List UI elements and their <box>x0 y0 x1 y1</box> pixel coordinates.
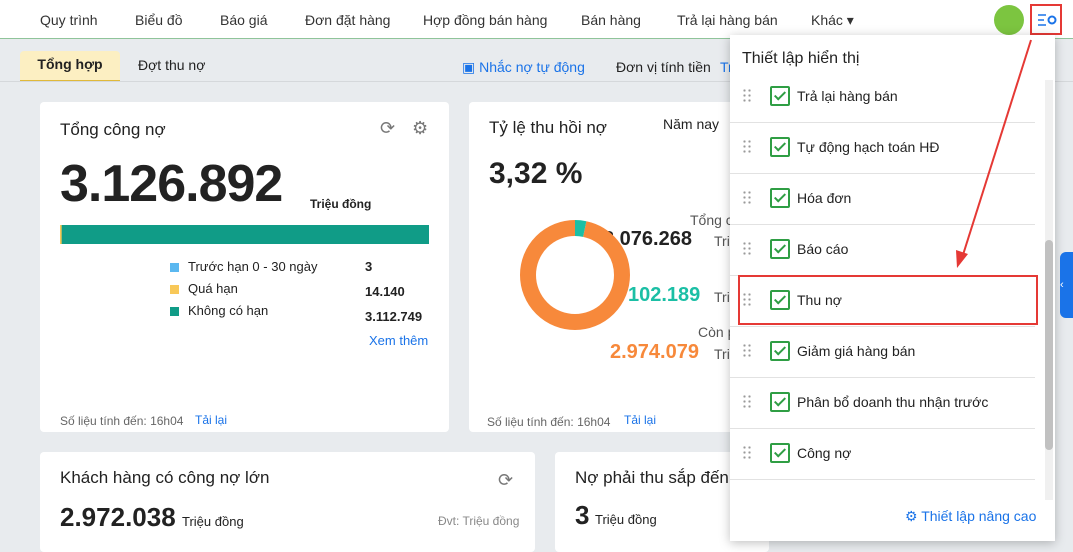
legend-value: 3 <box>365 259 372 274</box>
unit: Tri <box>714 289 730 305</box>
total-value: 3.126.892 <box>60 154 282 214</box>
nav-more[interactable]: Khác ▾ <box>811 12 854 29</box>
settings[interactable]: ⚙ <box>412 118 428 139</box>
unit: Tri <box>714 346 730 362</box>
unit-label: Đơn vị tính tiền <box>616 59 711 75</box>
donut <box>517 217 633 333</box>
debt-bar <box>60 225 429 244</box>
nav-item[interactable]: Quy trình <box>40 12 98 28</box>
setting-row: Tự động hạch toán HĐ <box>730 122 1035 174</box>
legend-swatch <box>170 307 179 316</box>
drag-handle <box>742 139 752 153</box>
drag-handle <box>742 445 752 459</box>
nav-item[interactable]: Hợp đồng bán hàng <box>423 12 547 28</box>
period[interactable]: Năm nay <box>663 116 719 132</box>
setting-label: Tự động hạch toán HĐ <box>797 139 939 155</box>
checkbox[interactable] <box>770 86 790 106</box>
legend-label: Không có hạn <box>188 303 268 318</box>
collected-value: 102.189 <box>628 284 700 307</box>
refresh[interactable]: ⟳ <box>498 470 513 491</box>
legend-value: 3.112.749 <box>365 309 422 324</box>
drag-handle <box>742 394 752 408</box>
setting-label: Hóa đơn <box>797 190 851 206</box>
setting-row: Giảm giá hàng bán <box>730 326 1035 378</box>
advanced-settings[interactable]: ⚙ Thiết lập nâng cao <box>905 508 1036 525</box>
setting-row: Báo cáo <box>730 224 1035 276</box>
setting-label: Giảm giá hàng bán <box>797 343 915 359</box>
see-more[interactable]: Xem thêm <box>369 333 428 348</box>
total-unit: Triệu đồng <box>310 197 371 211</box>
customers-card: Khách hàng có công nợ lớn ⟳ 2.972.038 Tr… <box>40 452 535 552</box>
setting-label: Công nợ <box>797 445 851 461</box>
setting-label: Trả lại hàng bán <box>797 88 898 104</box>
unit: Triệu đồng <box>182 514 244 529</box>
nav-more-label: Khác <box>811 12 843 28</box>
total-value: 2.972.038 <box>60 502 176 533</box>
nav-item[interactable]: Báo giá <box>220 12 267 28</box>
setting-label: Phân bổ doanh thu nhận trước <box>797 394 988 410</box>
checkbox[interactable] <box>770 443 790 463</box>
drag-handle <box>742 241 752 255</box>
reminder-link[interactable]: ▣ Nhắc nợ tự động <box>462 59 585 76</box>
total-card: Tổng công nợ ⟳ ⚙ 3.126.892 Triệu đồng Xe… <box>40 102 449 432</box>
reload[interactable]: Tải lại <box>624 413 656 427</box>
drag-handle <box>742 190 752 204</box>
drag-handle <box>742 343 752 357</box>
settings-button[interactable] <box>1030 4 1062 35</box>
legend-swatch <box>170 263 179 272</box>
unit: Tri <box>714 233 730 249</box>
checkbox[interactable] <box>770 239 790 259</box>
setting-row: Phân bổ doanh thu nhận trước <box>730 377 1035 429</box>
top-nav: Quy trình Biểu đồ Báo giá Đơn đặt hàng Hợp đ… <box>0 0 1073 39</box>
legend-label: Quá hạn <box>188 281 238 296</box>
nav-item[interactable]: Đơn đặt hàng <box>305 12 390 28</box>
side-tab[interactable]: ‹ <box>1060 252 1073 318</box>
settings-icon <box>1032 6 1060 33</box>
rate: 3,32 % <box>489 157 582 191</box>
highlight-box <box>738 275 1038 325</box>
reload[interactable]: Tải lại <box>195 413 227 427</box>
card-title: Tỷ lệ thu hồi nợ <box>489 118 607 138</box>
footer: Số liệu tính đến: 16h04 <box>60 414 183 428</box>
idea-button[interactable] <box>994 5 1024 35</box>
checkbox[interactable] <box>770 137 790 157</box>
nav-item[interactable]: Biểu đồ <box>135 12 182 28</box>
setting-row: Trả lại hàng bán <box>730 71 1035 123</box>
nav-item[interactable]: Trả lại hàng bán <box>677 12 778 28</box>
panel-title: Thiết lập hiển thị <box>742 50 859 68</box>
checkbox[interactable] <box>770 341 790 361</box>
checkbox[interactable] <box>770 392 790 412</box>
drag-handle <box>742 88 752 102</box>
nav-item[interactable]: Bán hàng <box>581 12 641 28</box>
tab-active[interactable]: Tổng hợp <box>20 51 120 82</box>
scrollbar <box>1045 80 1053 500</box>
card-title: Tổng công nợ <box>60 120 166 140</box>
tab[interactable]: Đợt thu nợ <box>138 57 205 73</box>
refresh[interactable]: ⟳ <box>380 118 395 139</box>
card-title: Khách hàng có công nợ lớn <box>60 468 269 488</box>
legend-swatch <box>170 285 179 294</box>
legend-value: 14.140 <box>365 284 405 299</box>
total-value: 3 <box>575 500 589 531</box>
rate-card: Tỷ lệ thu hồi nợ Năm nay 3,32 % Tổng c 3… <box>469 102 769 432</box>
advanced-label: Thiết lập nâng cao <box>921 508 1036 524</box>
unit: Triệu đồng <box>595 512 657 527</box>
unit-note: Đvt: Triệu đồng <box>438 514 519 528</box>
setting-label: Báo cáo <box>797 241 848 257</box>
donut-remaining <box>528 228 622 322</box>
card-title: Nợ phải thu sắp đến <box>575 468 729 488</box>
setting-row: Hóa đơn <box>730 173 1035 225</box>
bar-segment <box>62 225 429 244</box>
legend-label: Trước hạn 0 - 30 ngày <box>188 259 317 274</box>
remaining-value: 2.974.079 <box>610 341 699 364</box>
footer: Số liệu tính đến: 16h04 <box>487 415 610 429</box>
reminder-label: Nhắc nợ tự động <box>479 59 585 75</box>
total-label: Tổng c <box>690 212 733 228</box>
setting-row: Công nợ <box>730 428 1035 480</box>
checkbox[interactable] <box>770 188 790 208</box>
